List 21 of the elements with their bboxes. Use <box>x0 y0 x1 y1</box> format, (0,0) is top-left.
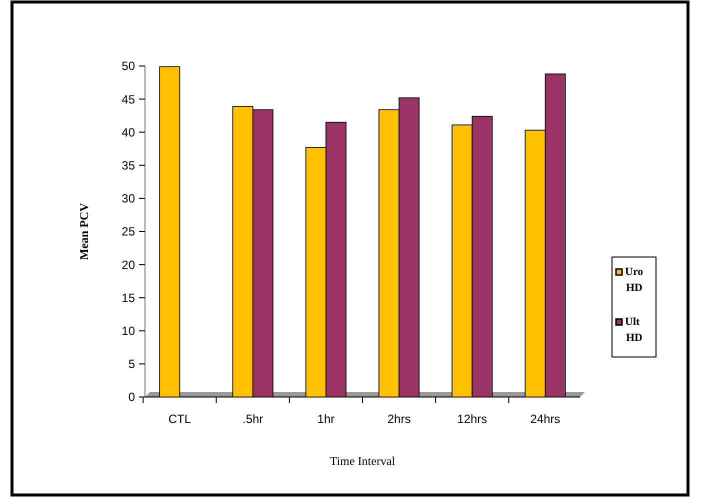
y-tick-label: 0 <box>128 390 136 404</box>
y-tick-label: 35 <box>122 158 136 172</box>
x-axis-title: Time Interval <box>330 454 396 468</box>
y-tick-label: 15 <box>122 290 136 305</box>
x-tick-label: CTL <box>168 412 192 426</box>
x-tick-label: .5hr <box>242 412 264 426</box>
y-tick-label: 10 <box>122 324 136 338</box>
y-tick-label: 50 <box>122 59 136 74</box>
y-tick-label: 5 <box>128 357 136 372</box>
y-axis-title: Mean PCV <box>77 202 91 260</box>
y-tick-label: 30 <box>122 192 136 206</box>
y-tick-label: 25 <box>122 224 136 239</box>
legend-label: Ult HD <box>625 316 643 344</box>
y-tick-label: 20 <box>122 258 136 272</box>
x-tick-label: 24hrs <box>530 412 560 426</box>
legend-label: Uro HD <box>625 266 644 294</box>
x-tick-label: 1hr <box>317 412 335 426</box>
x-tick-label: 12hrs <box>457 412 488 426</box>
y-tick-label: 40 <box>122 125 136 140</box>
x-tick-label: 2hrs <box>387 412 411 426</box>
y-tick-label: 45 <box>122 92 136 106</box>
